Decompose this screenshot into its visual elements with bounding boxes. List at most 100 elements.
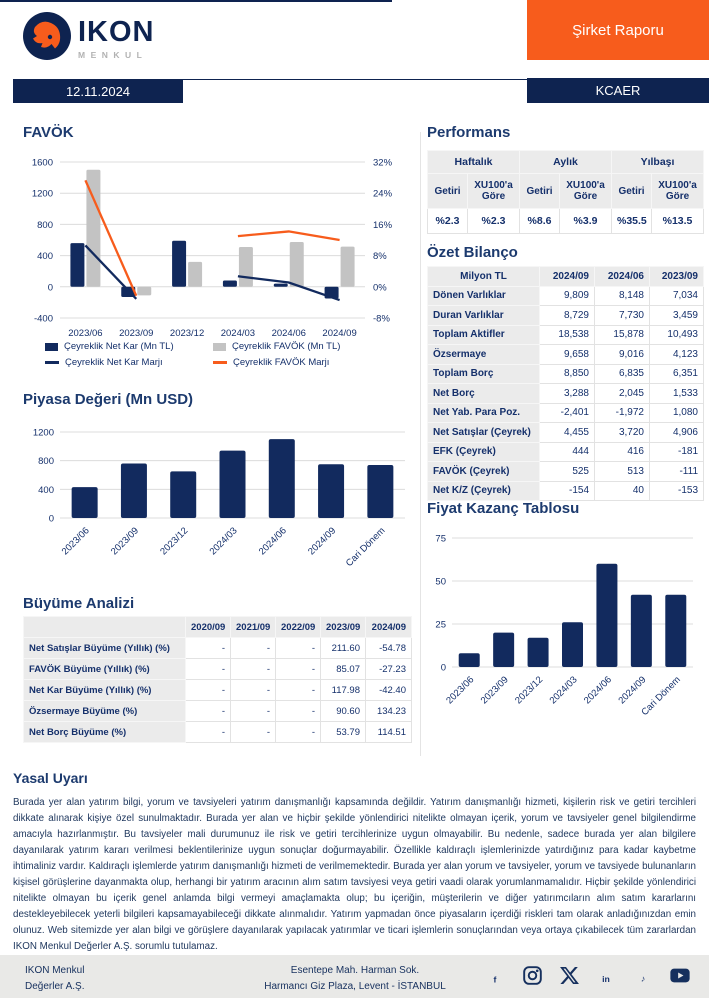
table-cell: Net Satışlar (Çeyrek) [427,422,540,443]
svg-text:1600: 1600 [32,158,53,169]
column-divider [420,132,421,756]
table-header-row: 2020/09 2021/09 2022/09 2023/09 2024/09 [23,616,412,638]
svg-text:50: 50 [435,577,446,588]
table-row: Net K/Z (Çeyrek) -154 40 -153 [427,480,704,501]
table-cell: - [275,679,321,701]
bilanco-table-container: Milyon TL 2024/09 2024/06 2023/09 Dönen Varl… [427,266,704,501]
svg-text:8%: 8% [373,251,387,262]
navy-line-swatch-icon [45,361,59,364]
footer-address-line2: Harmancı Giz Plaza, Levent - İSTANBUL [264,981,446,992]
tiktok-icon[interactable]: ♪ [632,964,654,986]
x-twitter-icon[interactable] [558,964,580,986]
legend-label: Çeyreklik Net Kar Marjı [65,357,163,368]
table-cell: 53.79 [320,721,366,743]
table-cell: Net K/Z (Çeyrek) [427,480,540,501]
table-cell: 8,729 [539,305,595,326]
table-cell: -181 [649,441,704,462]
table-cell: 15,878 [594,324,650,345]
table-cell: - [275,721,321,743]
table-cell: Özsermaye [427,344,540,365]
svg-text:2023/09: 2023/09 [479,674,511,706]
table-cell: 2024/09 [365,616,412,638]
table-cell: Net Kar Büyüme (Yıllık) (%) [23,679,186,701]
ozet-bilanco-table: Milyon TL 2024/09 2024/06 2023/09 Dönen Varl… [427,266,704,501]
table-cell: 8,148 [594,285,650,306]
svg-text:0: 0 [49,514,54,525]
table-cell: %3.9 [559,208,612,234]
table-cell: 85.07 [320,658,366,680]
table-cell: Getiri [611,173,652,209]
svg-text:1200: 1200 [33,428,54,439]
table-cell: -154 [539,480,595,501]
ikon-menkul-logo: IKON MENKUL [22,11,155,61]
svg-text:2023/06: 2023/06 [60,525,92,557]
table-cell: - [230,700,276,722]
svg-text:2024/09: 2024/09 [616,674,648,706]
table-cell: - [185,637,231,659]
favok-combo-chart: 1600 32% 1200 24% 800 16% 400 8% 0 0% -400 -8% 2023/… [13,146,415,342]
table-row: Net Borç Büyüme (%) - - -53.79 114.51 [23,721,412,743]
table-cell: FAVÖK (Çeyrek) [427,461,540,482]
svg-text:2024/09: 2024/09 [322,328,356,339]
svg-text:-8%: -8% [373,314,390,325]
table-cell: 416 [594,441,650,462]
header-rule [13,79,709,80]
svg-text:f: f [494,974,497,984]
table-cell: 9,016 [594,344,650,365]
svg-text:32%: 32% [373,158,393,169]
instagram-icon[interactable] [521,964,543,986]
table-cell: 7,730 [594,305,650,326]
table-row: Özsermaye Büyüme (%) - - -90.60 134.23 [23,700,412,722]
table-cell: Yılbaşı [610,150,705,174]
table-cell: 9,658 [539,344,595,365]
footer-address: Esentepe Mah. Harman Sok. Harmancı Giz P… [200,963,510,995]
table-cell: 2,045 [594,383,650,404]
table-cell: 444 [539,441,595,462]
orange-line-swatch-icon [213,361,227,364]
gray-bar-swatch-icon [213,342,226,351]
table-row: Duran Varlıklar 8,729 7,730 3,459 [427,305,704,326]
table-cell: Toplam Aktifler [427,324,540,345]
table-cell: - [230,679,276,701]
table-cell: 90.60 [320,700,366,722]
table-cell: - [185,700,231,722]
table-row: EFK (Çeyrek) 444 416 -181 [427,441,704,462]
table-cell: 525 [539,461,595,482]
legend-item-favok-marji: Çeyreklik FAVÖK Marjı [213,357,381,368]
table-row: Net Borç 3,288 2,045 1,533 [427,383,704,404]
table-cell: Net Yab. Para Poz. [427,402,540,423]
svg-text:2023/09: 2023/09 [109,525,141,557]
table-cell: - [230,637,276,659]
table-row: Toplam Aktifler 18,538 15,878 10,493 [427,324,704,345]
svg-text:800: 800 [37,220,53,231]
table-cell: 117.98 [320,679,366,701]
table-cell: %35.5 [611,208,652,234]
table-cell: - [230,658,276,680]
svg-text:2023/12: 2023/12 [158,525,190,557]
table-cell: Net Borç Büyüme (%) [23,721,186,743]
table-cell: Özsermaye Büyüme (%) [23,700,186,722]
facebook-icon[interactable]: f [484,964,506,986]
svg-text:2024/03: 2024/03 [221,328,255,339]
legend-item-net-kar-marji: Çeyreklik Net Kar Marjı [45,357,213,368]
table-cell: 6,835 [594,363,650,384]
legend-label: Çeyreklik FAVÖK (Mn TL) [232,341,341,352]
fiyat-kazanc-chart: 0 25 50 75 2023/06 2023/09 2023/12 2024/03 2024/… [425,522,705,760]
svg-text:-400: -400 [34,314,53,325]
linkedin-icon[interactable]: in [595,964,617,986]
report-date: 12.11.2024 [13,79,183,103]
table-cell: 10,493 [649,324,704,345]
table-cell: %8.6 [519,208,560,234]
table-cell: 2024/06 [594,266,650,287]
svg-text:16%: 16% [373,220,393,231]
social-links: f in ♪ [484,964,691,986]
table-cell: 4,455 [539,422,595,443]
youtube-icon[interactable] [669,964,691,986]
table-cell: 7,034 [649,285,704,306]
buyume-analizi-title: Büyüme Analizi [23,595,135,612]
table-cell: 2020/09 [185,616,231,638]
table-cell: -2,401 [539,402,595,423]
piyasa-degeri-chart: 0 400 800 1200 2023/06 2023/09 2023/12 2024/03 2… [13,412,415,592]
table-cell: Toplam Borç [427,363,540,384]
